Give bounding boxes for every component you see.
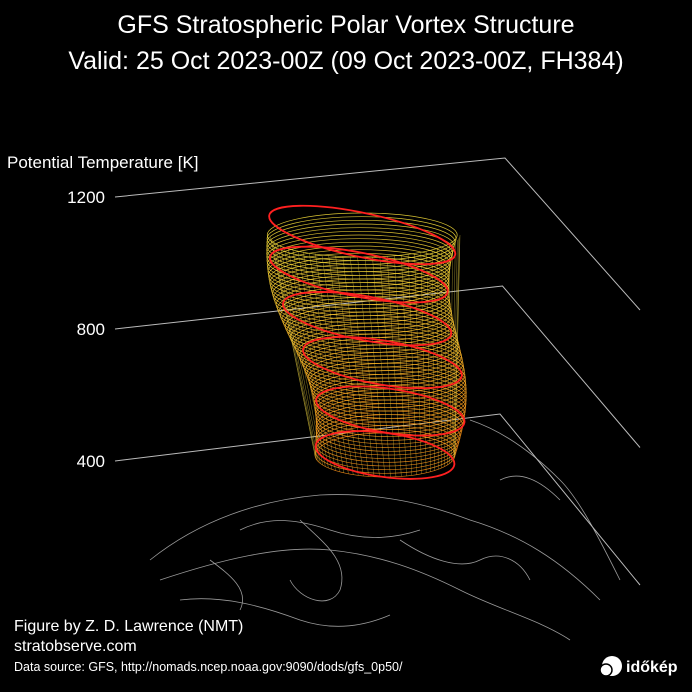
source: Data source: GFS, http://nomads.ncep.noa… xyxy=(14,660,403,674)
surface-meridian xyxy=(274,241,319,462)
surface-meridian xyxy=(280,244,323,466)
level-ring xyxy=(269,245,449,304)
surface-contour xyxy=(266,241,451,287)
surface-meridian xyxy=(386,256,402,477)
grid-line xyxy=(114,157,641,311)
surface-meridian xyxy=(270,238,317,459)
grid-line xyxy=(114,413,641,586)
z-tick-label: 400 xyxy=(77,452,105,471)
surface-meridian xyxy=(270,236,316,457)
surface-meridian xyxy=(451,241,456,462)
surface-meridian xyxy=(287,247,329,468)
surface-meridian xyxy=(292,249,333,470)
axes-group: 400 800 1200 xyxy=(67,157,641,586)
surface-meridian xyxy=(436,249,439,470)
z-tick-label: 800 xyxy=(77,320,105,339)
surface-meridian xyxy=(357,256,380,477)
surface-contour xyxy=(266,238,452,284)
chart-subtitle: Valid: 25 Oct 2023-00Z (09 Oct 2023-00Z,… xyxy=(68,47,623,75)
level-ring xyxy=(315,385,466,437)
surface-meridian xyxy=(303,251,340,472)
surface-meridian xyxy=(308,252,345,473)
surface-meridian xyxy=(444,246,447,467)
surface-meridian xyxy=(276,243,321,464)
grid-line xyxy=(114,285,641,448)
surface-meridian xyxy=(414,253,422,474)
level-ring xyxy=(302,336,463,390)
logo-icon xyxy=(599,663,613,677)
surface-contour xyxy=(267,245,451,291)
surface-meridian xyxy=(315,253,349,474)
surface-meridian xyxy=(272,240,318,461)
vortex-isosurface xyxy=(266,204,467,480)
surface-meridian xyxy=(379,256,397,477)
surface-meridian xyxy=(449,243,454,464)
surface-meridian xyxy=(454,236,460,457)
logo-text: időkép xyxy=(626,659,678,676)
credit: Figure by Z. D. Lawrence (NMT) xyxy=(14,618,243,635)
website: stratobserve.com xyxy=(14,638,137,655)
axis-label: Potential Temperature [K] xyxy=(7,153,199,172)
surface-meridian xyxy=(364,256,386,478)
map-outline xyxy=(149,419,621,641)
surface-meridian xyxy=(431,250,435,471)
surface-contour xyxy=(266,234,453,280)
logo: időkép xyxy=(599,656,678,677)
surface-meridian xyxy=(453,238,460,459)
level-ring xyxy=(268,204,457,266)
surface-meridian xyxy=(447,244,450,465)
surface-meridian xyxy=(394,255,407,476)
chart-title: GFS Stratospheric Polar Vortex Structure xyxy=(117,11,574,39)
surface-meridian xyxy=(372,256,391,477)
surface-meridian xyxy=(452,240,458,461)
z-tick-label: 1200 xyxy=(67,188,105,207)
level-ring xyxy=(282,291,453,347)
surface-meridian xyxy=(401,255,413,476)
